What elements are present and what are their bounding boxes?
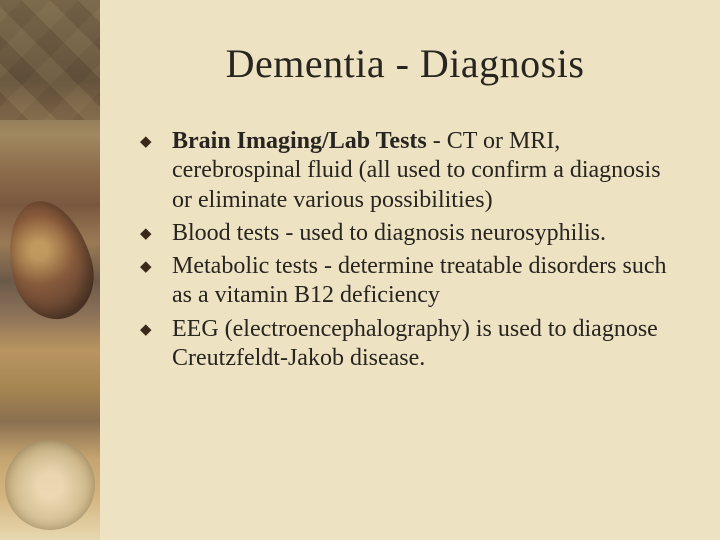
slide-content: Dementia - Diagnosis Brain Imaging/Lab T…	[100, 0, 720, 540]
bullet-text: EEG (electroencephalography) is used to …	[172, 316, 658, 371]
list-item: Metabolic tests - determine treatable di…	[140, 252, 680, 311]
bullet-list: Brain Imaging/Lab Tests - CT or MRI, cer…	[130, 127, 680, 373]
list-item: Brain Imaging/Lab Tests - CT or MRI, cer…	[140, 127, 680, 215]
decorative-sidebar	[0, 0, 100, 540]
slide: Dementia - Diagnosis Brain Imaging/Lab T…	[0, 0, 720, 540]
bullet-lead: Brain Imaging/Lab Tests	[172, 128, 427, 154]
bullet-text: Metabolic tests - determine treatable di…	[172, 253, 667, 308]
compass-decoration	[5, 440, 95, 530]
list-item: Blood tests - used to diagnosis neurosyp…	[140, 219, 680, 248]
bullet-text: Blood tests - used to diagnosis neurosyp…	[172, 220, 606, 246]
list-item: EEG (electroencephalography) is used to …	[140, 315, 680, 374]
slide-title: Dementia - Diagnosis	[130, 40, 680, 87]
